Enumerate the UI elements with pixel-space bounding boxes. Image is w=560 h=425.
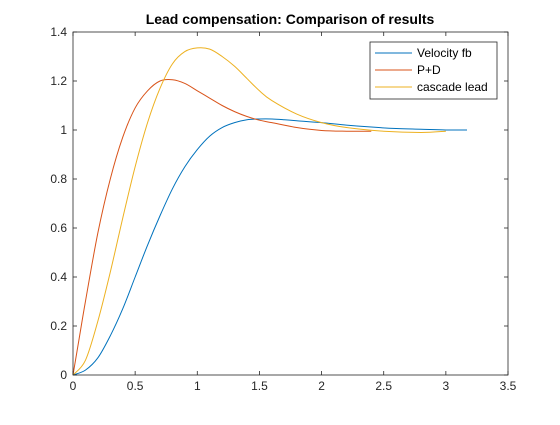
x-tick-label: 0.5 <box>127 379 144 393</box>
series-layer <box>72 47 467 376</box>
series-line-1 <box>72 118 467 376</box>
plot-frame <box>72 31 509 376</box>
y-axis: 0 0.2 0.4 0.6 0.8 1 1.2 1.4 <box>50 25 508 382</box>
series-line-3 <box>72 47 446 376</box>
x-tick-label: 1 <box>194 379 201 393</box>
y-tick-label: 1 <box>60 123 67 137</box>
legend-label: cascade lead <box>417 80 488 94</box>
legend-label: P+D <box>417 63 441 77</box>
x-axis: 0 0.5 1 1.5 2 2.5 3 3.5 <box>70 32 517 393</box>
y-tick-label: 0.8 <box>50 172 67 186</box>
y-tick-label: 0.6 <box>50 221 67 235</box>
series-line-2 <box>72 78 372 376</box>
chart-title: Lead compensation: Comparison of results <box>146 11 435 27</box>
x-tick-label: 2 <box>318 379 325 393</box>
y-tick-label: 0.4 <box>50 270 67 284</box>
x-tick-label: 1.5 <box>251 379 268 393</box>
y-tick-label: 1.2 <box>50 74 67 88</box>
y-tick-label: 0 <box>60 368 67 382</box>
y-tick-label: 0.2 <box>50 319 67 333</box>
x-tick-label: 2.5 <box>375 379 392 393</box>
x-tick-label: 3 <box>443 379 450 393</box>
x-tick-label: 0 <box>70 379 77 393</box>
legend-label: Velocity fb <box>417 46 472 60</box>
x-tick-label: 3.5 <box>500 379 517 393</box>
legend[interactable]: Velocity fb P+D cascade lead <box>369 41 498 100</box>
y-tick-label: 1.4 <box>50 25 67 39</box>
